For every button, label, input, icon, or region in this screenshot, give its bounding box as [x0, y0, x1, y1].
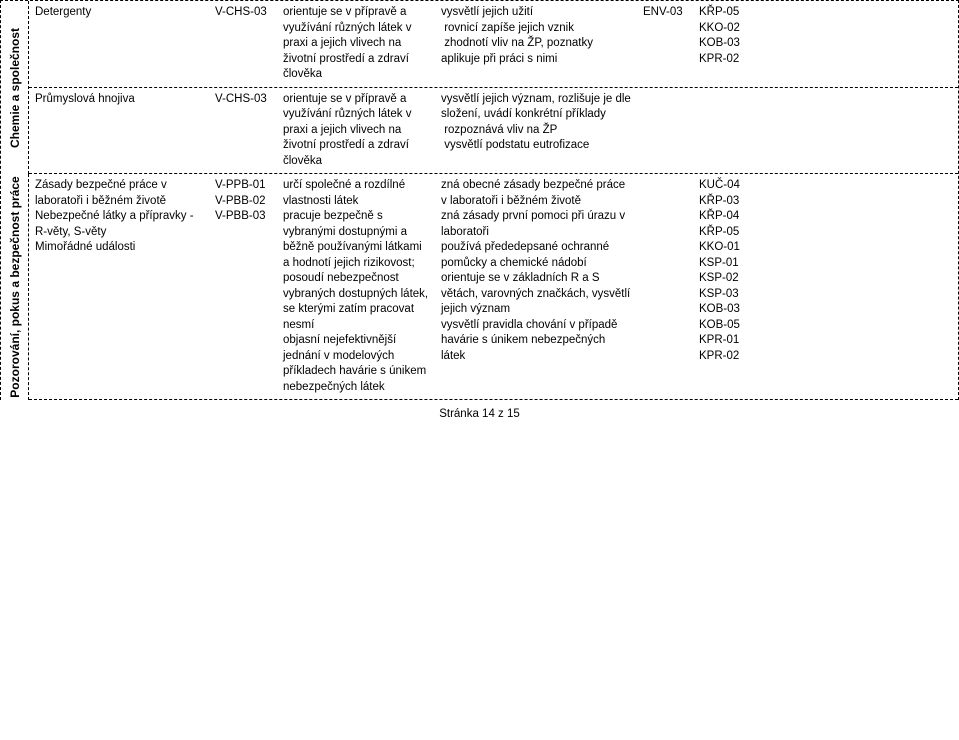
category-label: Pozorování, pokus a bezpečnost práce [8, 177, 22, 398]
env-cell-empty [637, 88, 693, 174]
outcome-cell: vysvětlí jejich užití rovnicí zapíše jej… [435, 1, 637, 87]
topic-cell: Zásady bezpečné práce v laboratoři i běž… [29, 174, 209, 399]
outcome-cell: vysvětlí jejich význam, rozlišuje je dle… [435, 88, 637, 174]
env-cell [637, 174, 693, 399]
code-cell: V-CHS-03 [209, 1, 277, 87]
category-cell: Pozorování, pokus a bezpečnost práce [1, 174, 29, 400]
category-cell: Chemie a společnost [1, 1, 29, 174]
category-group: Pozorování, pokus a bezpečnost práce Zás… [1, 174, 958, 400]
refcodes-cell: KŘP-05 KKO-02 KOB-03 KPR-02 [693, 1, 755, 87]
topic-cell: Detergenty [29, 1, 209, 87]
table-row: Zásady bezpečné práce v laboratoři i běž… [29, 174, 958, 400]
category-label: Chemie a společnost [8, 28, 22, 148]
table-row: Detergenty V-CHS-03 orientuje se v přípr… [29, 1, 958, 88]
objective-cell: orientuje se v přípravě a využívání různ… [277, 88, 435, 174]
topic-cell: Průmyslová hnojiva [29, 88, 209, 174]
outcome-cell: zná obecné zásady bezpečné práce v labor… [435, 174, 637, 399]
code-cell: V-CHS-03 [209, 88, 277, 174]
table-row: Průmyslová hnojiva V-CHS-03 orientuje se… [29, 88, 958, 175]
page-footer: Stránka 14 z 15 [0, 400, 959, 424]
objective-cell: určí společné a rozdílné vlastnosti láte… [277, 174, 435, 399]
objective-cell: orientuje se v přípravě a využívání různ… [277, 1, 435, 87]
refcodes-cell: KUČ-04 KŘP-03 KŘP-04 KŘP-05 KKO-01 KSP-0… [693, 174, 755, 399]
category-group: Chemie a společnost Detergenty V-CHS-03 … [1, 1, 958, 174]
refcodes-cell-empty [693, 88, 755, 174]
code-cell: V-PPB-01 V-PBB-02 V-PBB-03 [209, 174, 277, 399]
curriculum-table: Chemie a společnost Detergenty V-CHS-03 … [0, 0, 959, 400]
env-cell: ENV-03 [637, 1, 693, 87]
